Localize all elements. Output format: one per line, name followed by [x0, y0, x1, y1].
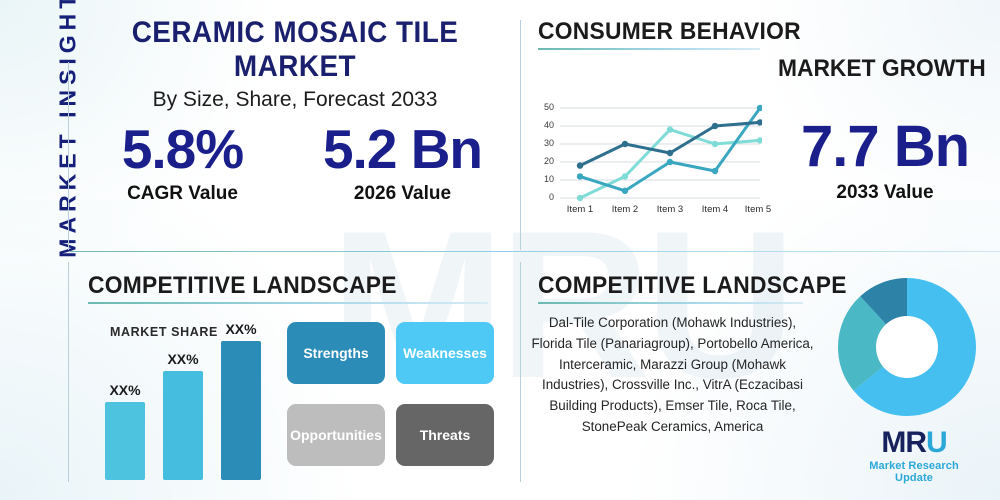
competitive-share-donut-chart [838, 278, 976, 416]
page-subtitle: By Size, Share, Forecast 2033 [152, 88, 438, 111]
section-competitive-right-rule [538, 302, 803, 304]
line-chart-svg [560, 104, 764, 202]
section-competitive-left: COMPETITIVE LANDSCAPE [88, 272, 397, 299]
stat-cagr-caption: CAGR Value [127, 183, 238, 204]
donut-segment-2 [838, 278, 976, 416]
section-consumer-behavior: CONSUMER BEHAVIOR [538, 18, 801, 45]
mru-logo-u: U [925, 426, 948, 459]
x-label-item-1: Item 1 [566, 204, 594, 215]
series-2-points [576, 104, 764, 194]
stat-2033-value: 7.7 Bn [800, 114, 970, 179]
stat-cagr-value: 5.8% [121, 118, 244, 180]
x-label-item-4: Item 4 [701, 204, 729, 215]
mru-logo-tagline: Market Research Update [869, 460, 959, 484]
mru-logo: MRU Market Research Update [852, 428, 976, 485]
mru-logo-text: MRU [852, 428, 976, 458]
section-consumer-behavior-rule [538, 48, 760, 50]
y-tick-0: 0 [548, 192, 554, 202]
stat-2033: 7.7 Bn 2033 Value [790, 118, 980, 204]
bar-1 [105, 402, 145, 480]
market-share-label: MARKET SHARE [110, 325, 218, 339]
page-title: CERAMIC MOSAIC TILE MARKET [131, 16, 459, 83]
bar-3-value: XX% [225, 321, 257, 337]
swot-strengths-label: Strengths [303, 345, 369, 361]
divider-vertical-bottom-left [68, 262, 69, 482]
swot-weaknesses-label: Weaknesses [403, 345, 487, 361]
y-tick-30: 30 [543, 138, 554, 148]
divider-vertical-bottom-mid [520, 262, 521, 482]
stat-2026: 5.2 Bn 2026 Value [315, 122, 490, 205]
x-label-item-3: Item 3 [656, 204, 684, 215]
y-tick-20: 20 [543, 156, 554, 166]
y-tick-50: 50 [543, 102, 554, 112]
y-tick-40: 40 [543, 120, 554, 130]
swot-opportunities-label: Opportunities [290, 427, 382, 443]
bar-1-value: XX% [109, 382, 141, 398]
grid-lines [560, 107, 760, 199]
y-tick-10: 10 [543, 174, 554, 184]
mru-logo-mr: MR [881, 426, 927, 459]
consumer-behavior-line-chart: 50 40 30 20 10 0 Item 1 Item 2 Item 3 It… [532, 100, 771, 218]
donut-chart-svg [838, 278, 976, 416]
series-1-points [576, 119, 764, 169]
swot-strengths[interactable]: Strengths [287, 322, 385, 384]
stat-2033-caption: 2033 Value [836, 182, 934, 203]
x-label-item-5: Item 5 [744, 204, 772, 215]
divider-horizontal [70, 251, 1000, 252]
stat-2026-caption: 2026 Value [353, 183, 452, 204]
donut-segment-3 [838, 278, 976, 416]
stat-2026-value: 5.2 Bn [322, 118, 483, 180]
bar-3 [221, 341, 261, 480]
section-competitive-right: COMPETITIVE LANDSCAPE [538, 272, 847, 299]
series-3-points [576, 126, 764, 202]
series-2-line [578, 106, 762, 193]
divider-vertical-left [68, 62, 69, 250]
stat-cagr: 5.8% CAGR Value [100, 122, 265, 205]
section-market-growth: MARKET GROWTH [778, 55, 986, 82]
swot-threats[interactable]: Threats [396, 404, 494, 466]
donut-center-hole [876, 316, 938, 378]
company-list: Dal-Tile Corporation (Mohawk Industries)… [531, 315, 814, 434]
section-competitive-left-rule [88, 302, 488, 304]
divider-vertical-mid [520, 20, 521, 250]
market-share-bar-chart: XX% XX% XX% [95, 320, 280, 480]
bar-2 [163, 371, 203, 480]
swot-threats-label: Threats [419, 427, 471, 443]
swot-weaknesses[interactable]: Weaknesses [396, 322, 494, 384]
swot-opportunities[interactable]: Opportunities [287, 404, 385, 466]
bar-2-value: XX% [167, 351, 199, 367]
x-label-item-2: Item 2 [611, 204, 639, 215]
